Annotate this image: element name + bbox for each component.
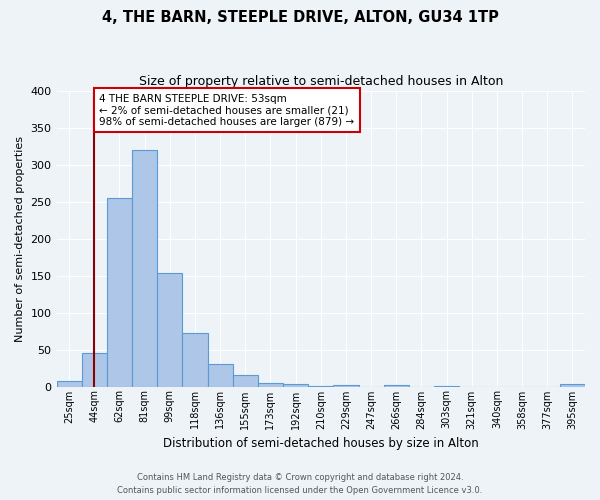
Bar xyxy=(82,353,107,386)
Bar xyxy=(182,332,208,386)
Bar xyxy=(560,384,585,386)
Bar xyxy=(383,385,409,386)
Bar xyxy=(283,384,308,386)
Title: Size of property relative to semi-detached houses in Alton: Size of property relative to semi-detach… xyxy=(139,75,503,88)
Bar xyxy=(233,376,258,386)
Text: 4, THE BARN, STEEPLE DRIVE, ALTON, GU34 1TP: 4, THE BARN, STEEPLE DRIVE, ALTON, GU34 … xyxy=(101,10,499,25)
Bar xyxy=(334,385,359,386)
Bar xyxy=(208,364,233,386)
Bar xyxy=(56,380,82,386)
Bar xyxy=(132,150,157,386)
Bar xyxy=(107,198,132,386)
Y-axis label: Number of semi-detached properties: Number of semi-detached properties xyxy=(15,136,25,342)
Bar xyxy=(258,383,283,386)
X-axis label: Distribution of semi-detached houses by size in Alton: Distribution of semi-detached houses by … xyxy=(163,437,479,450)
Text: 4 THE BARN STEEPLE DRIVE: 53sqm
← 2% of semi-detached houses are smaller (21)
98: 4 THE BARN STEEPLE DRIVE: 53sqm ← 2% of … xyxy=(100,94,355,126)
Text: Contains HM Land Registry data © Crown copyright and database right 2024.
Contai: Contains HM Land Registry data © Crown c… xyxy=(118,474,482,495)
Bar xyxy=(157,274,182,386)
